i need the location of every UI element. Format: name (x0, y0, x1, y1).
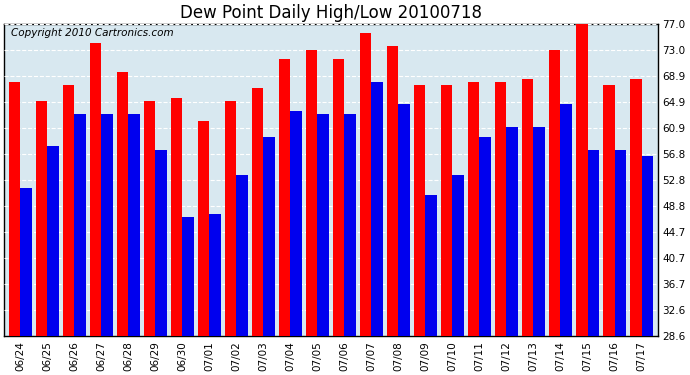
Bar (237, 176, 248, 336)
Bar (155, 150, 167, 336)
Bar (642, 156, 653, 336)
Bar (264, 136, 275, 336)
Bar (615, 150, 626, 336)
Bar (426, 195, 437, 336)
Bar (182, 217, 194, 336)
Bar (279, 59, 290, 336)
Bar (587, 150, 599, 336)
Bar (414, 85, 426, 336)
Bar (360, 33, 371, 336)
Bar (549, 50, 560, 336)
Bar (344, 114, 356, 336)
Bar (398, 104, 410, 336)
Bar (90, 43, 101, 336)
Bar (387, 46, 398, 336)
Bar (533, 127, 545, 336)
Bar (198, 120, 210, 336)
Bar (603, 85, 615, 336)
Bar (333, 59, 344, 336)
Bar (48, 146, 59, 336)
Bar (506, 127, 518, 336)
Bar (144, 101, 155, 336)
Bar (468, 82, 480, 336)
Bar (171, 98, 182, 336)
Bar (480, 136, 491, 336)
Bar (128, 114, 140, 336)
Title: Dew Point Daily High/Low 20100718: Dew Point Daily High/Low 20100718 (180, 4, 482, 22)
Bar (75, 114, 86, 336)
Bar (9, 82, 21, 336)
Bar (630, 79, 642, 336)
Bar (306, 50, 317, 336)
Bar (36, 101, 48, 336)
Bar (101, 114, 112, 336)
Bar (210, 214, 221, 336)
Bar (576, 24, 587, 336)
Bar (495, 82, 506, 336)
Bar (441, 85, 453, 336)
Bar (63, 85, 75, 336)
Bar (522, 79, 533, 336)
Bar (560, 104, 572, 336)
Bar (290, 111, 302, 336)
Bar (371, 82, 383, 336)
Bar (317, 114, 328, 336)
Bar (117, 72, 128, 336)
Bar (225, 101, 237, 336)
Bar (453, 176, 464, 336)
Bar (252, 88, 264, 336)
Bar (21, 188, 32, 336)
Text: Copyright 2010 Cartronics.com: Copyright 2010 Cartronics.com (11, 28, 173, 38)
